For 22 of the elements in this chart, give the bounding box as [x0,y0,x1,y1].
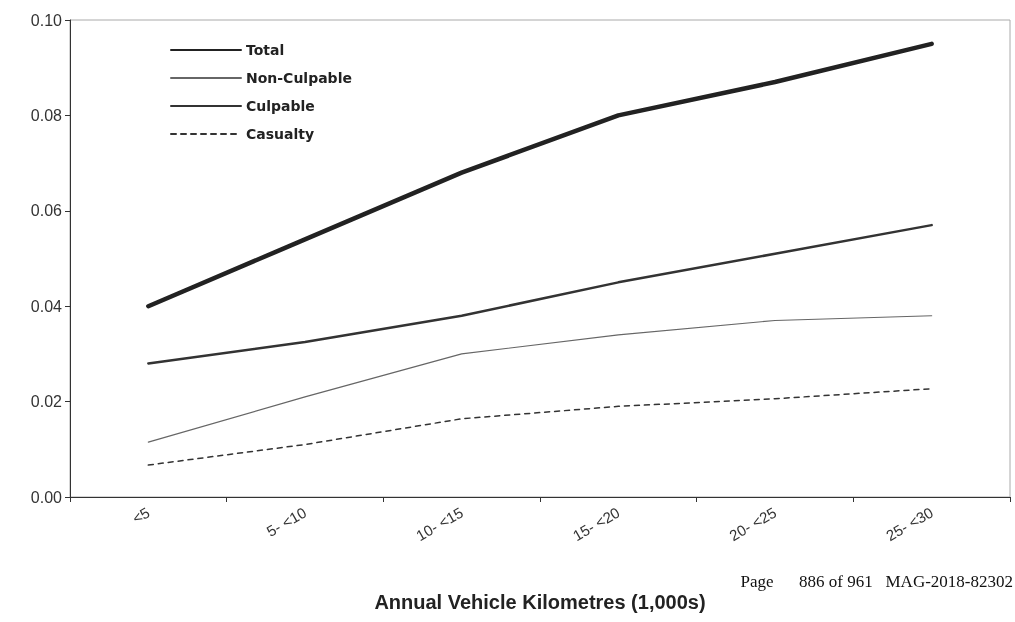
legend-label: Culpable [246,98,315,114]
x-tick-label: <5 [129,503,153,527]
y-tick-label: 0.00 [30,488,63,506]
y-tick-label: 0.04 [30,297,63,315]
line-series [147,387,933,466]
legend-label: Total [246,42,285,58]
legend-label: Non-Culpable [246,70,352,86]
x-tick-label: 25- <30 [883,503,936,544]
x-tick-label: 20- <25 [726,503,780,544]
text: Page 886 of 961 MAG-2018-82302 [740,572,1013,591]
y-tick-label: 0.06 [30,202,63,220]
line-series [146,41,934,309]
legend-label: Casualty [246,126,315,142]
y-tick-label: 0.08 [30,106,63,124]
x-axis-title: Annual Vehicle Kilometres (1,000s) [374,591,706,613]
y-tick-label: 0.02 [30,393,63,411]
x-tick-label: 10- <15 [413,503,466,544]
y-tick-label: 0.10 [30,11,63,29]
x-tick-label: 5- <10 [263,503,310,540]
x-tick-label: 15- <20 [569,503,623,544]
line-series [147,315,933,443]
line-series [147,223,933,365]
